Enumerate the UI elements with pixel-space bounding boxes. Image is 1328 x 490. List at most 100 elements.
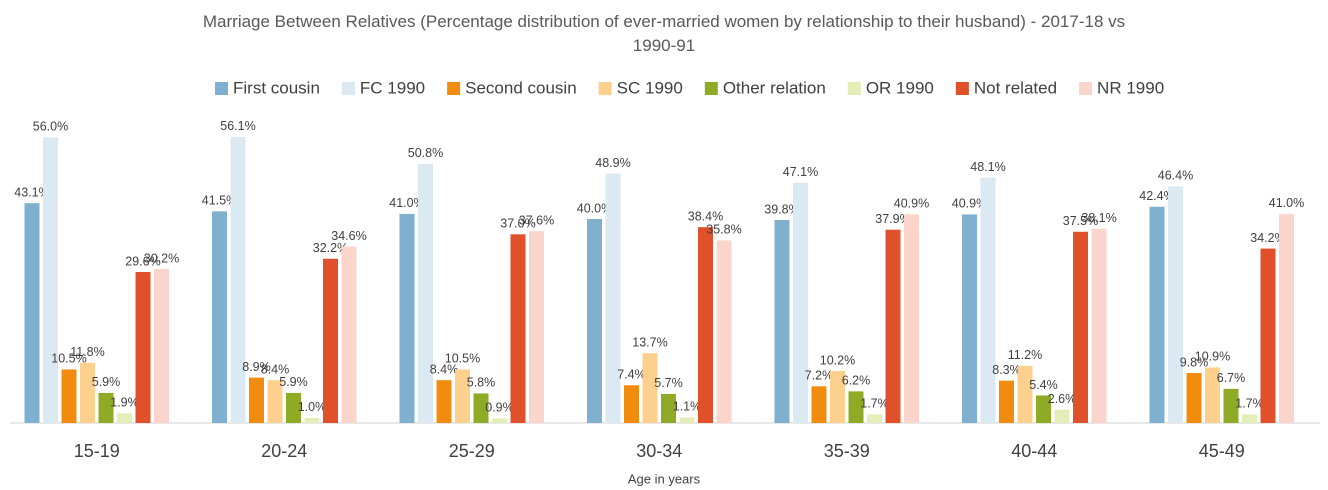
bar — [1054, 409, 1070, 423]
legend-label: OR 1990 — [866, 78, 934, 97]
data-label: 7.4% — [617, 368, 646, 382]
data-label: 38.4% — [688, 209, 723, 223]
data-label: 39.8% — [764, 202, 799, 216]
legend-swatch — [341, 82, 355, 95]
legend-label: Second cousin — [465, 78, 577, 97]
x-tick-label: 20-24 — [261, 441, 307, 461]
data-label: 5.9% — [279, 375, 308, 389]
x-tick-label: 35-39 — [824, 441, 870, 461]
data-label: 5.8% — [467, 376, 496, 390]
data-label: 40.9% — [952, 197, 987, 211]
bar — [230, 136, 246, 423]
x-axis-title: Age in years — [628, 471, 701, 486]
bar — [24, 203, 40, 423]
bar — [492, 418, 507, 423]
x-tick-label: 45-49 — [1199, 441, 1245, 461]
data-label: 56.1% — [220, 119, 255, 133]
bar — [1279, 213, 1294, 423]
data-label: 50.8% — [408, 146, 443, 160]
data-label: 11.8% — [70, 345, 105, 359]
legend-label: First cousin — [233, 78, 320, 97]
data-label: 1.9% — [110, 396, 139, 410]
legend-swatch — [215, 82, 228, 95]
bar — [1260, 248, 1276, 423]
legend-swatch — [447, 82, 461, 95]
bar — [529, 231, 544, 423]
bar — [999, 380, 1014, 423]
bar — [774, 220, 790, 423]
bar — [587, 219, 602, 423]
bar — [436, 380, 452, 423]
data-label: 0.9% — [485, 401, 514, 415]
bar — [885, 229, 901, 423]
bar — [154, 268, 169, 423]
bar — [267, 380, 283, 423]
bar — [605, 173, 621, 423]
data-label: 10.2% — [820, 353, 855, 367]
bar — [1205, 367, 1220, 423]
bar — [323, 258, 338, 423]
data-label: 34.2% — [1250, 231, 1285, 245]
bar — [679, 417, 695, 423]
x-tick-label: 25-29 — [449, 441, 495, 461]
bar — [43, 137, 58, 423]
data-label: 5.4% — [1029, 378, 1058, 392]
bar — [1223, 388, 1239, 423]
bar — [811, 386, 827, 423]
data-label: 43.1% — [14, 185, 49, 199]
x-tick-label: 30-34 — [636, 441, 682, 461]
legend-swatch — [598, 82, 612, 95]
bar — [212, 211, 227, 423]
data-label: 9.8% — [1180, 355, 1209, 369]
data-label: 41.5% — [202, 194, 237, 208]
bar — [418, 163, 433, 424]
data-label: 8.4% — [430, 362, 459, 376]
data-label: 41.0% — [1269, 196, 1304, 210]
bar — [455, 369, 470, 423]
data-label: 32.2% — [313, 241, 348, 255]
data-label: 5.9% — [92, 375, 121, 389]
data-label: 1.7% — [860, 397, 889, 411]
bar — [1242, 414, 1257, 423]
data-label: 5.7% — [654, 376, 683, 390]
bar — [80, 362, 95, 423]
bar — [624, 385, 639, 423]
data-label: 13.7% — [632, 335, 667, 349]
data-label: 46.4% — [1158, 169, 1193, 183]
data-label: 1.1% — [673, 400, 702, 414]
bar — [341, 246, 357, 423]
data-label: 2.6% — [1048, 392, 1077, 406]
bar — [848, 391, 864, 423]
legend-label: Not related — [974, 78, 1057, 97]
bar — [135, 272, 151, 423]
data-label: 6.2% — [842, 374, 871, 388]
bar — [698, 227, 713, 423]
bar — [980, 177, 996, 423]
data-label: 11.2% — [1008, 348, 1043, 362]
data-label: 10.9% — [1195, 350, 1230, 364]
bar — [904, 214, 919, 423]
bar — [642, 353, 658, 423]
data-label: 56.0% — [33, 120, 68, 134]
data-label: 47.1% — [783, 165, 818, 179]
bar — [830, 370, 845, 423]
data-label: 10.5% — [445, 352, 480, 366]
data-label: 40.0% — [577, 201, 612, 215]
bar — [1168, 186, 1183, 423]
bar — [98, 392, 114, 423]
data-label: 29.6% — [125, 254, 160, 268]
data-label: 8.9% — [242, 360, 271, 374]
legend-label: NR 1990 — [1097, 78, 1164, 97]
data-label: 40.9% — [894, 197, 929, 211]
data-label: 10.5% — [51, 352, 86, 366]
bar — [249, 377, 264, 423]
data-label: 37.9% — [875, 212, 910, 226]
bar — [510, 234, 526, 423]
data-label: 1.7% — [1235, 397, 1264, 411]
bar — [1036, 395, 1051, 423]
data-label: 30.2% — [144, 251, 179, 265]
bar — [1091, 228, 1107, 423]
legend-swatch — [847, 82, 861, 95]
data-label: 35.8% — [706, 223, 741, 237]
